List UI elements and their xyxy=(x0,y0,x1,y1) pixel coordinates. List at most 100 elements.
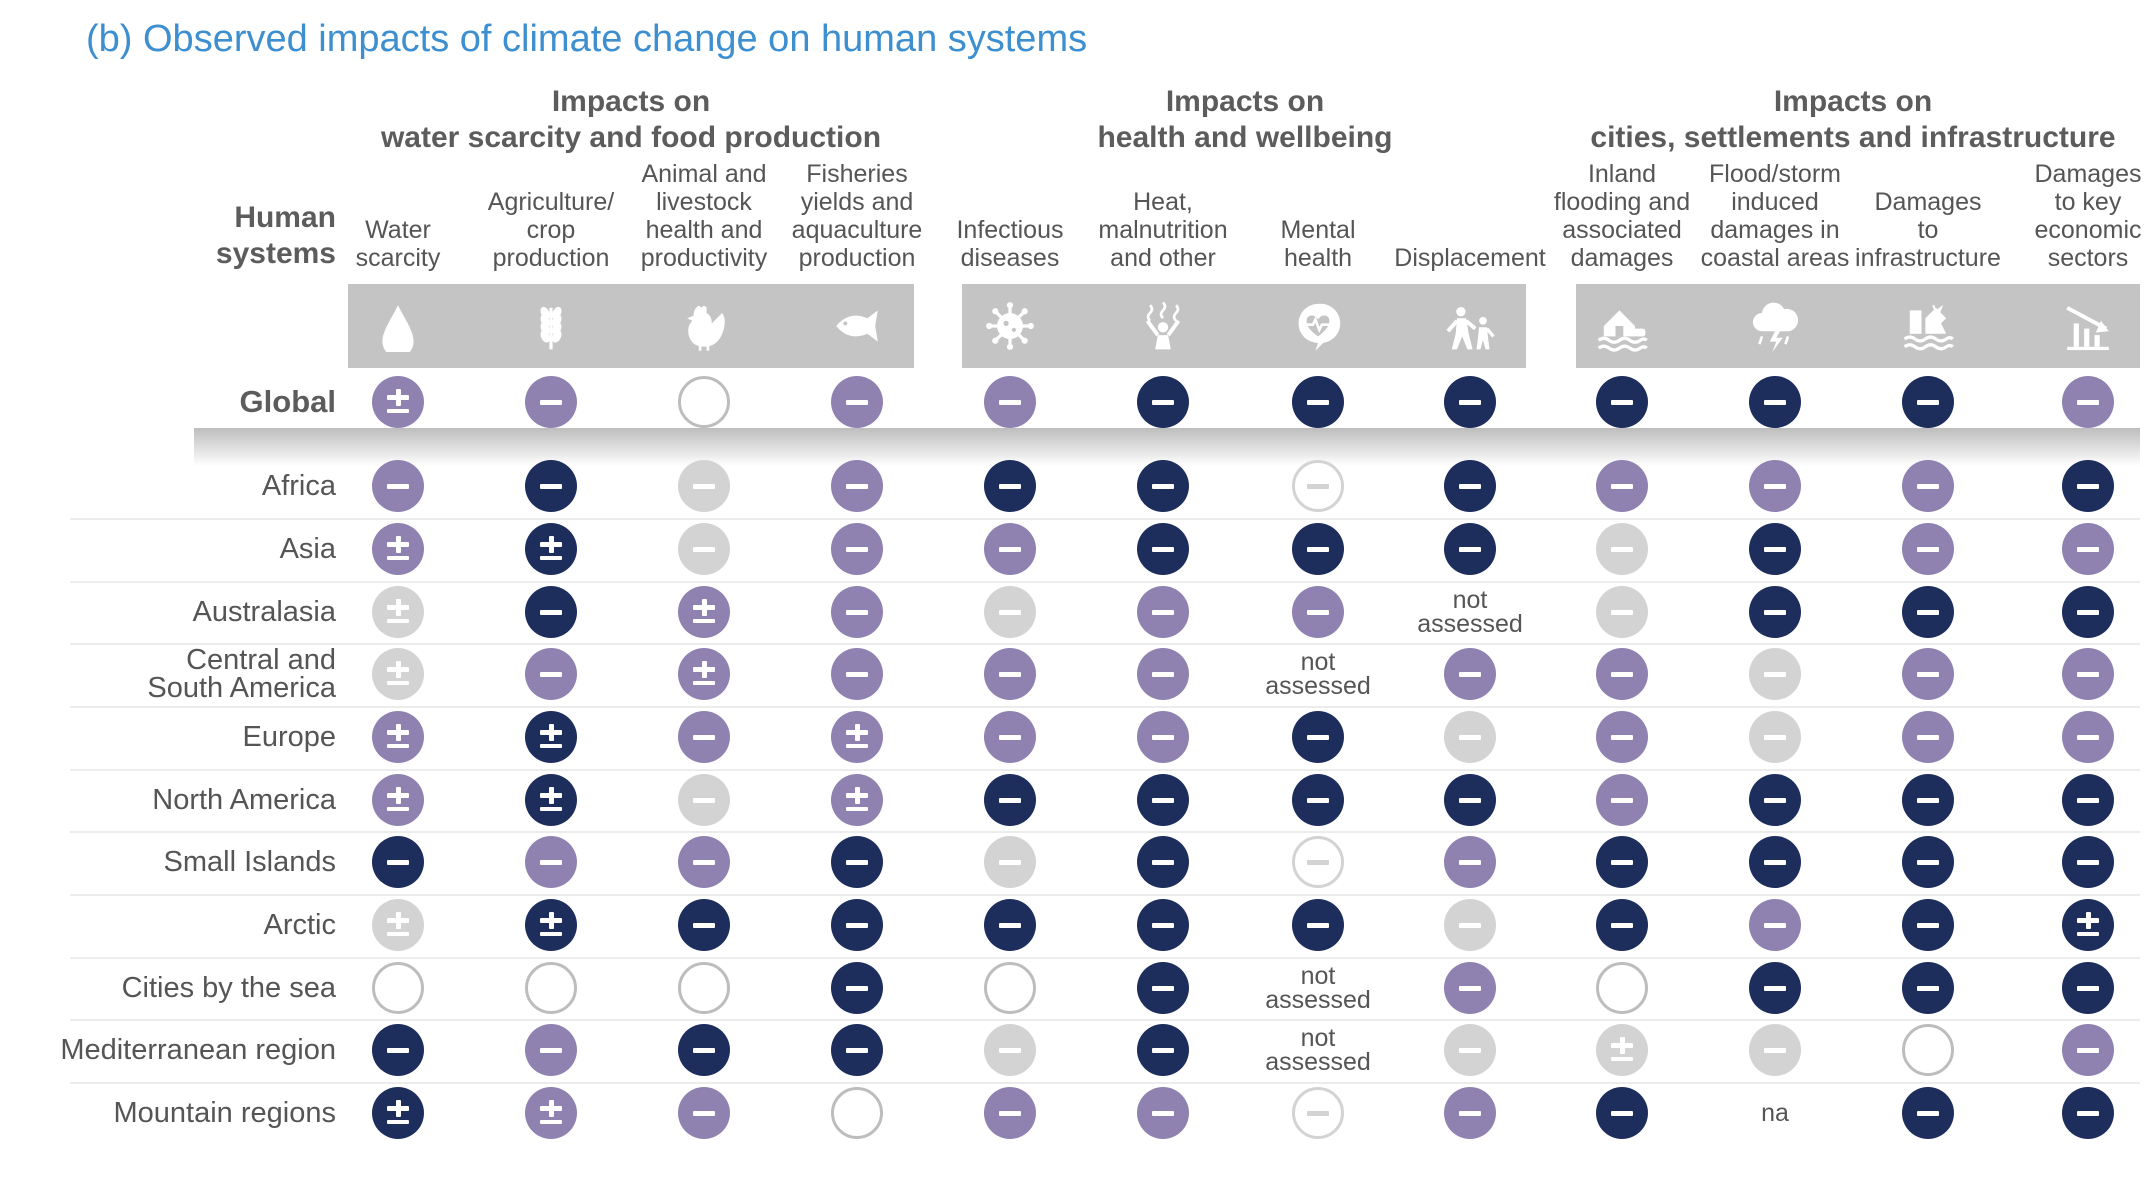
impact-circle-empty xyxy=(525,962,577,1014)
impact-symbol xyxy=(2076,1101,2100,1125)
impact-circle-neg-high xyxy=(831,962,883,1014)
impact-symbol xyxy=(1458,390,1482,414)
impact-circle-neg-high xyxy=(678,1024,730,1076)
cell-text: not assessed xyxy=(1242,958,1394,1018)
impact-symbol xyxy=(539,600,563,624)
minus-underline xyxy=(387,619,409,623)
impact-circle-empty xyxy=(678,376,730,428)
impact-symbol xyxy=(1306,474,1330,498)
minus-bar xyxy=(693,860,715,865)
row-label-line: Global xyxy=(239,384,336,419)
cell-text-line: assessed xyxy=(1265,1048,1371,1076)
impact-symbol xyxy=(998,390,1022,414)
minus-underline xyxy=(2077,932,2099,936)
minus-bar xyxy=(999,400,1021,405)
impact-symbol xyxy=(1763,537,1787,561)
row-label-line: Cities by the sea xyxy=(121,972,336,1004)
minus-underline xyxy=(387,681,409,685)
minus-bar xyxy=(846,923,868,928)
impact-circle-pm-high xyxy=(372,1087,424,1139)
column-header-line: Agriculture/ xyxy=(487,188,615,216)
column-header-line: livestock xyxy=(656,188,752,216)
minus-bar xyxy=(1307,610,1329,615)
minus-bar xyxy=(1152,610,1174,615)
column-header-line: Displacement xyxy=(1394,244,1546,272)
impact-symbol xyxy=(845,390,869,414)
impact-circle-empty xyxy=(372,962,424,1014)
impact-circle-neg-high xyxy=(1292,711,1344,763)
impact-symbol xyxy=(386,1038,410,1062)
impact-circle-empty xyxy=(984,962,1036,1014)
column-header: Water scarcity xyxy=(322,160,474,272)
row-label-line: North America xyxy=(152,784,336,816)
minus-underline xyxy=(387,556,409,560)
impact-circle-neg-high xyxy=(1444,460,1496,512)
impact-symbol xyxy=(2076,725,2100,749)
impact-circle-neg-medium xyxy=(2062,1024,2114,1076)
column-header-line: damages in xyxy=(1710,216,1840,244)
row-divider xyxy=(70,894,2140,896)
minus-bar xyxy=(999,484,1021,489)
plus-bar xyxy=(1619,1037,1625,1054)
impact-symbol xyxy=(386,1100,410,1125)
column-header: Infectious diseases xyxy=(934,160,1086,272)
impact-circle-neg-medium xyxy=(678,1087,730,1139)
impact-symbol xyxy=(1916,725,1940,749)
impact-circle-neg-medium xyxy=(984,648,1036,700)
impact-circle-neg-low xyxy=(1596,586,1648,638)
impact-circle-neg-high xyxy=(2062,460,2114,512)
impact-circle-neg-medium xyxy=(831,648,883,700)
impact-circle-neg-high xyxy=(2062,774,2114,826)
row-label-line: Europe xyxy=(242,721,336,753)
minus-bar xyxy=(1611,735,1633,740)
minus-bar xyxy=(1459,484,1481,489)
impact-symbol xyxy=(1151,390,1175,414)
impact-symbol xyxy=(1151,850,1175,874)
column-header: Mental health xyxy=(1242,160,1394,272)
row-divider xyxy=(70,769,2140,771)
minus-bar xyxy=(2077,860,2099,865)
impact-circle-neg-high xyxy=(1902,836,1954,888)
impact-circle-neg-medium xyxy=(1596,711,1648,763)
minus-bar xyxy=(1459,672,1481,677)
minus-underline xyxy=(387,932,409,936)
impact-circle-neg-medium xyxy=(1902,523,1954,575)
minus-bar xyxy=(2077,672,2099,677)
minus-bar xyxy=(693,923,715,928)
plus-bar xyxy=(395,1100,401,1117)
column-header-line: flooding and xyxy=(1553,188,1691,216)
water-drop-icon-graphic xyxy=(382,305,414,352)
impact-symbol xyxy=(1916,1101,1940,1125)
impact-symbol xyxy=(845,1038,869,1062)
minus-bar xyxy=(1152,798,1174,803)
row-divider xyxy=(70,643,2140,645)
impact-circle-neg-medium xyxy=(1902,711,1954,763)
row-label-line: Africa xyxy=(261,470,336,502)
impact-circle-neg-medium xyxy=(984,376,1036,428)
plus-bar xyxy=(548,724,554,741)
minus-bar xyxy=(1917,400,1939,405)
column-header-line: Inland xyxy=(1587,160,1657,188)
row-label: Asia xyxy=(40,519,336,579)
impact-circle-neg-medium xyxy=(984,711,1036,763)
impact-circle-neg-high xyxy=(2062,836,2114,888)
impact-symbol xyxy=(845,976,869,1000)
minus-bar xyxy=(1152,400,1174,405)
minus-bar xyxy=(1764,923,1786,928)
impact-symbol xyxy=(1151,662,1175,686)
minus-bar xyxy=(387,1048,409,1053)
impact-circle-neg-high xyxy=(1137,460,1189,512)
plus-bar xyxy=(854,724,860,741)
minus-bar xyxy=(1307,923,1329,928)
minus-bar xyxy=(1611,400,1633,405)
minus-bar xyxy=(540,1048,562,1053)
impact-circle-neg-low xyxy=(1444,899,1496,951)
minus-bar xyxy=(1152,484,1174,489)
row-label: Mountain regions xyxy=(40,1083,336,1143)
cell-text-line: not xyxy=(1300,962,1336,990)
impact-circle-neg-medium xyxy=(1596,460,1648,512)
minus-bar xyxy=(999,547,1021,552)
row-divider xyxy=(70,1019,2140,1021)
impact-symbol xyxy=(692,474,716,498)
row-label: Central and South America xyxy=(40,644,336,704)
